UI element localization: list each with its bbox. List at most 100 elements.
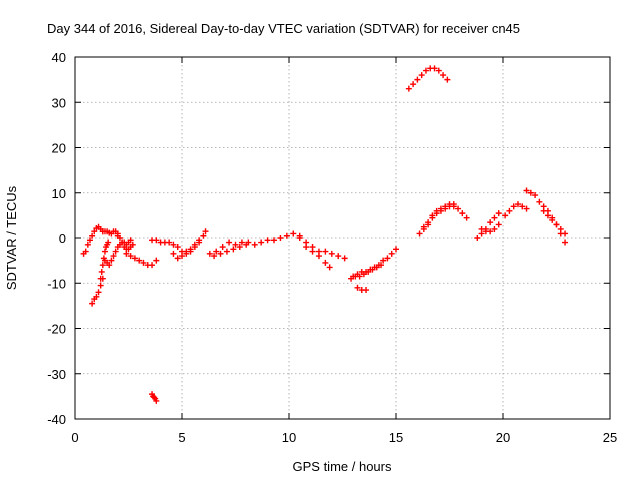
- data-point: [296, 235, 303, 241]
- y-tick-label: 20: [52, 141, 66, 156]
- data-point: [174, 255, 181, 262]
- data-point: [108, 257, 115, 264]
- data-point: [243, 241, 250, 248]
- grid-layer: [75, 57, 610, 419]
- data-point: [101, 248, 108, 255]
- data-point: [123, 250, 130, 257]
- data-point: [271, 237, 278, 244]
- data-point: [444, 76, 451, 83]
- y-axis-label: SDTVAR / TECUs: [4, 185, 19, 290]
- y-tick-label: -40: [47, 412, 66, 427]
- x-axis-label: GPS time / hours: [293, 459, 392, 474]
- data-point: [455, 205, 462, 212]
- data-point: [393, 246, 399, 253]
- data-point: [326, 264, 333, 271]
- data-point: [170, 250, 177, 257]
- data-point: [433, 207, 440, 214]
- data-point: [179, 253, 185, 260]
- data-point: [442, 203, 449, 210]
- data-point: [322, 259, 329, 266]
- data-point: [183, 250, 190, 257]
- data-point: [544, 212, 551, 219]
- data-point: [191, 244, 198, 251]
- data-point: [373, 264, 380, 271]
- data-point: [127, 237, 134, 244]
- data-point: [105, 239, 112, 246]
- data-point: [131, 255, 138, 262]
- data-point: [414, 76, 421, 83]
- data-point: [523, 205, 530, 212]
- data-point: [363, 287, 370, 294]
- data-point: [523, 187, 530, 194]
- data-point: [196, 239, 203, 246]
- data-point: [491, 214, 498, 221]
- data-point: [251, 241, 258, 248]
- y-tick-label: -10: [47, 276, 66, 291]
- data-point: [435, 67, 442, 74]
- data-point: [91, 228, 98, 235]
- data-point: [226, 239, 233, 246]
- data-point: [211, 253, 218, 260]
- data-point: [264, 237, 271, 244]
- plot-frame: [74, 56, 611, 420]
- data-point: [422, 67, 429, 74]
- data-point: [213, 248, 220, 255]
- data-point: [230, 246, 237, 253]
- data-point: [450, 201, 457, 208]
- data-point: [463, 214, 470, 221]
- data-point: [153, 237, 160, 244]
- data-point: [149, 262, 156, 269]
- y-tick-label: 10: [52, 186, 66, 201]
- data-point: [89, 300, 96, 307]
- data-point: [283, 232, 290, 239]
- data-point: [360, 271, 367, 278]
- data-point: [536, 198, 543, 205]
- data-point: [437, 205, 444, 212]
- data-point: [514, 201, 521, 208]
- data-point: [238, 239, 245, 246]
- data-point: [418, 72, 425, 79]
- data-point: [232, 241, 239, 248]
- data-point: [136, 257, 143, 264]
- data-point: [174, 244, 181, 251]
- data-point: [425, 219, 432, 226]
- y-tick-label: 0: [59, 231, 66, 246]
- data-point: [110, 253, 117, 260]
- data-point: [557, 225, 564, 232]
- data-point: [416, 230, 423, 237]
- data-point: [553, 221, 560, 228]
- data-point: [549, 216, 556, 223]
- data-point: [562, 230, 569, 237]
- y-tick-label: 30: [52, 95, 66, 110]
- data-point: [315, 253, 322, 260]
- data-point: [223, 248, 230, 255]
- data-point: [322, 248, 329, 255]
- data-point: [328, 250, 335, 257]
- data-point: [206, 250, 213, 257]
- data-point: [153, 397, 160, 404]
- data-point: [140, 259, 147, 266]
- data-point: [258, 239, 265, 246]
- data-point: [106, 262, 113, 269]
- data-point: [129, 241, 136, 248]
- data-point: [84, 241, 91, 248]
- data-point: [127, 253, 134, 260]
- data-point: [440, 72, 447, 79]
- data-point: [356, 273, 363, 280]
- data-point: [495, 221, 502, 228]
- x-tick-label: 20: [496, 430, 510, 445]
- y-tick-label: -30: [47, 367, 66, 382]
- data-point: [89, 232, 96, 239]
- x-tick-label: 25: [603, 430, 617, 445]
- data-point: [562, 239, 569, 246]
- data-point: [277, 235, 284, 241]
- data-point: [116, 235, 123, 241]
- data-point: [527, 189, 534, 196]
- data-point: [202, 228, 209, 235]
- data-point: [429, 212, 436, 219]
- x-tick-label: 15: [389, 430, 403, 445]
- data-point: [341, 255, 348, 262]
- data-point: [487, 219, 494, 226]
- data-point: [166, 239, 173, 246]
